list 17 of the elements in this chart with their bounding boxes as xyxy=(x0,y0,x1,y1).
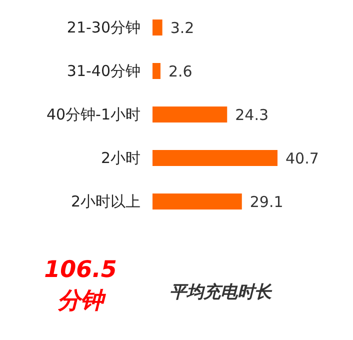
data-label: 29.1 xyxy=(250,193,284,211)
data-label: 24.3 xyxy=(235,106,269,124)
y-tick-label: 2小时 xyxy=(100,149,141,167)
bar xyxy=(152,106,228,122)
y-tick-label: 21-30分钟 xyxy=(66,18,141,36)
data-label: 2.6 xyxy=(168,62,192,80)
y-tick-label: 31-40分钟 xyxy=(66,62,141,80)
bar xyxy=(152,20,162,36)
bar xyxy=(152,194,242,210)
bar xyxy=(152,63,160,79)
data-label: 40.7 xyxy=(286,150,319,168)
y-tick-label: 40分钟-1小时 xyxy=(46,106,141,124)
data-label: 3.2 xyxy=(170,19,194,37)
bar xyxy=(152,150,278,166)
text: 平均充电时长 xyxy=(170,282,272,302)
text: 106.5 分钟 xyxy=(44,256,117,314)
y-tick-label: 2小时以上 xyxy=(70,192,141,210)
